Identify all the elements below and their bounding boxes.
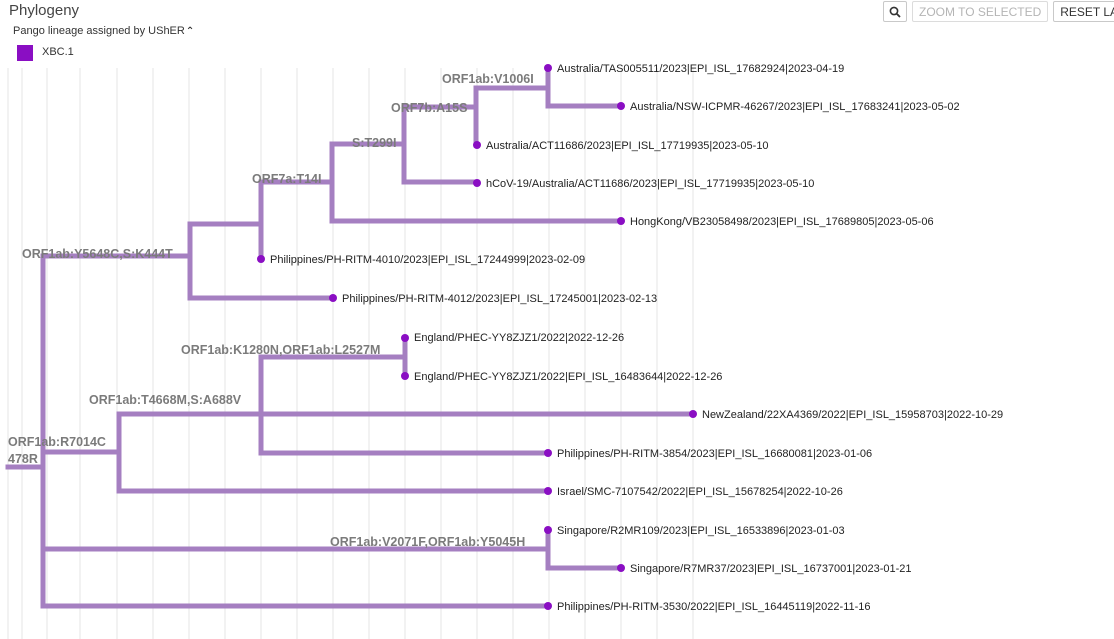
mutation-label: ORF1ab:R7014C bbox=[8, 435, 106, 449]
tip-label[interactable]: HongKong/VB23058498/2023|EPI_ISL_1768980… bbox=[630, 216, 934, 228]
mutation-label: ORF7b:A15S bbox=[391, 101, 467, 115]
mutation-label: ORF1ab:V1006I bbox=[442, 72, 534, 86]
tip-node[interactable] bbox=[473, 179, 481, 187]
mutation-label: S:T299I bbox=[352, 136, 396, 150]
tip-node[interactable] bbox=[329, 294, 337, 302]
mutation-label: 478R bbox=[8, 452, 38, 466]
tip-node[interactable] bbox=[617, 102, 625, 110]
mutation-label: ORF1ab:V2071F,ORF1ab:Y5045H bbox=[330, 535, 525, 549]
legend-title-text: Pango lineage assigned by UShER bbox=[13, 25, 185, 37]
tip-node[interactable] bbox=[544, 526, 552, 534]
legend-item-label: XBC.1 bbox=[42, 46, 74, 58]
tip-node[interactable] bbox=[401, 372, 409, 380]
panel-title: Phylogeny bbox=[9, 2, 80, 19]
tip-label[interactable]: Australia/ACT11686/2023|EPI_ISL_17719935… bbox=[486, 140, 769, 152]
tip-node[interactable] bbox=[544, 487, 552, 495]
tip-labels[interactable]: Australia/TAS005511/2023|EPI_ISL_1768292… bbox=[270, 63, 1003, 613]
zoom-to-selected-button[interactable]: ZOOM TO SELECTED bbox=[912, 1, 1049, 22]
tip-label[interactable]: Philippines/PH-RITM-3854/2023|EPI_ISL_16… bbox=[557, 448, 872, 460]
tip-node[interactable] bbox=[257, 255, 265, 263]
tip-node[interactable] bbox=[544, 602, 552, 610]
tip-label[interactable]: NewZealand/22XA4369/2022|EPI_ISL_1595870… bbox=[702, 409, 1003, 421]
tip-label[interactable]: Singapore/R2MR109/2023|EPI_ISL_16533896|… bbox=[557, 525, 845, 537]
tip-label[interactable]: Singapore/R7MR37/2023|EPI_ISL_16737001|2… bbox=[630, 563, 912, 575]
toolbar: ZOOM TO SELECTED RESET LAYOUT bbox=[883, 1, 1114, 22]
legend-title[interactable]: Pango lineage assigned by UShER⌃ bbox=[13, 25, 194, 37]
mutation-label: ORF7a:T14I bbox=[252, 172, 321, 186]
tip-label[interactable]: Israel/SMC-7107542/2022|EPI_ISL_15678254… bbox=[557, 486, 843, 498]
mutation-label: ORF1ab:K1280N,ORF1ab:L2527M bbox=[181, 343, 380, 357]
search-button[interactable] bbox=[883, 1, 907, 22]
grid-lines bbox=[7, 68, 694, 639]
tip-label[interactable]: hCoV-19/Australia/ACT11686/2023|EPI_ISL_… bbox=[486, 178, 814, 190]
mutation-labels: ORF1ab:V1006I ORF7b:A15S S:T299I ORF7a:T… bbox=[8, 72, 534, 549]
tip-node[interactable] bbox=[544, 449, 552, 457]
tip-label[interactable]: England/PHEC-YY8ZJZ1/2022|EPI_ISL_164836… bbox=[414, 371, 722, 383]
chevron-up-icon[interactable]: ⌃ bbox=[185, 26, 195, 37]
reset-layout-button[interactable]: RESET LAYOUT bbox=[1053, 1, 1114, 22]
tip-label[interactable]: Philippines/PH-RITM-4012/2023|EPI_ISL_17… bbox=[342, 293, 657, 305]
mutation-label: ORF1ab:Y5648C,S:K444T bbox=[22, 247, 173, 261]
tip-node[interactable] bbox=[473, 141, 481, 149]
tip-node[interactable] bbox=[689, 410, 697, 418]
tip-nodes[interactable] bbox=[257, 64, 697, 610]
tip-node[interactable] bbox=[544, 64, 552, 72]
tip-label[interactable]: Australia/TAS005511/2023|EPI_ISL_1768292… bbox=[557, 63, 844, 75]
magnifier-icon bbox=[889, 6, 901, 18]
tip-node[interactable] bbox=[401, 334, 409, 342]
tip-label[interactable]: Philippines/PH-RITM-3530/2022|EPI_ISL_16… bbox=[557, 601, 871, 613]
tip-node[interactable] bbox=[617, 217, 625, 225]
tree-branches bbox=[5, 65, 696, 609]
mutation-label: ORF1ab:T4668M,S:A688V bbox=[89, 393, 242, 407]
tip-label[interactable]: Philippines/PH-RITM-4010/2023|EPI_ISL_17… bbox=[270, 254, 585, 266]
tip-label[interactable]: England/PHEC-YY8ZJZ1/2022|2022-12-26 bbox=[414, 332, 624, 344]
legend-swatch[interactable] bbox=[17, 45, 33, 61]
tip-label[interactable]: Australia/NSW-ICPMR-46267/2023|EPI_ISL_1… bbox=[630, 101, 960, 113]
tip-node[interactable] bbox=[617, 564, 625, 572]
